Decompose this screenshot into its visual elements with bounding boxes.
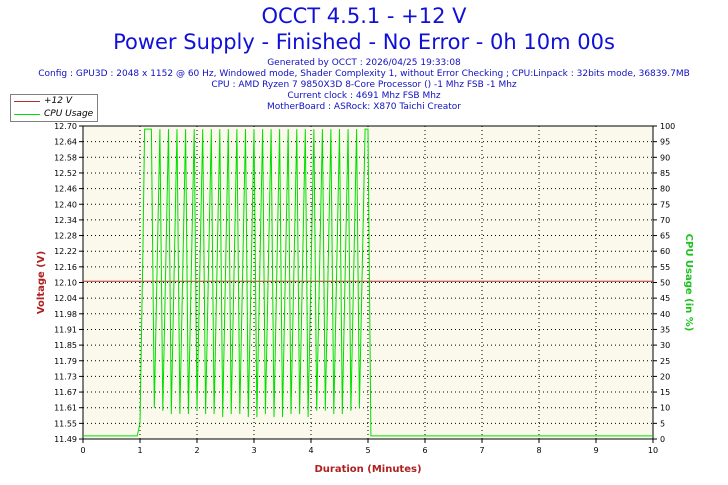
x-tick-label: 5 [365, 446, 370, 455]
legend-entry-cpu: CPU Usage [11, 108, 97, 121]
info-motherboard: MotherBoard : ASRock: X870 Taichi Creato… [266, 102, 462, 112]
y2-tick-label: 80 [660, 185, 670, 194]
y-tick-label: 11.79 [54, 357, 77, 366]
y-tick-label: 12.58 [54, 153, 77, 162]
y-tick-label: 12.10 [54, 279, 77, 288]
y2-tick-label: 5 [660, 419, 665, 428]
y-tick-label: 12.52 [54, 169, 77, 178]
chart-subtitle: Power Supply - Finished - No Error - 0h … [113, 30, 615, 54]
y-tick-label: 11.85 [54, 341, 77, 350]
y2-tick-label: 65 [660, 232, 670, 241]
x-tick-label: 8 [536, 446, 541, 455]
chart-title: OCCT 4.5.1 - +12 V [261, 4, 467, 28]
y2-tick-label: 10 [660, 404, 670, 413]
y2-tick-label: 35 [660, 325, 670, 334]
y-tick-label: 12.04 [54, 294, 77, 303]
y-tick-label: 11.73 [54, 372, 77, 381]
y2-tick-label: 85 [660, 169, 670, 178]
x-tick-label: 6 [422, 446, 427, 455]
x-tick-label: 3 [251, 446, 256, 455]
x-tick-label: 10 [648, 446, 658, 455]
y2-tick-label: 20 [660, 372, 670, 381]
y-tick-label: 12.28 [54, 232, 77, 241]
x-tick-label: 9 [593, 446, 598, 455]
x-tick-label: 4 [308, 446, 313, 455]
y2-tick-label: 60 [660, 247, 670, 256]
x-tick-label: 7 [479, 446, 484, 455]
y-tick-label: 12.40 [54, 200, 77, 209]
y2-axis-label: CPU Usage (in %) [683, 234, 694, 332]
y2-tick-label: 15 [660, 388, 670, 397]
legend-swatch-cpu [14, 114, 40, 115]
y-tick-label: 11.61 [54, 404, 77, 413]
y-tick-label: 12.70 [54, 122, 77, 131]
plot-frame [82, 125, 654, 440]
y-axis-label: Voltage (V) [36, 251, 47, 314]
y-tick-label: 12.16 [54, 263, 77, 272]
y2-tick-label: 40 [660, 310, 670, 319]
info-config: Config : GPU3D : 2048 x 1152 @ 60 Hz, Wi… [38, 69, 690, 79]
y-tick-label: 12.64 [54, 138, 77, 147]
x-axis-label: Duration (Minutes) [314, 464, 421, 475]
y-tick-label: 11.98 [54, 310, 77, 319]
info-generated: Generated by OCCT : 2026/04/25 19:33:08 [267, 58, 461, 68]
legend-swatch-voltage [14, 101, 40, 102]
y2-tick-label: 0 [660, 435, 665, 444]
y2-tick-label: 55 [660, 263, 670, 272]
x-tick-label: 2 [194, 446, 199, 455]
y2-tick-label: 90 [660, 153, 670, 162]
y2-tick-label: 95 [660, 138, 670, 147]
y2-tick-label: 100 [660, 122, 675, 131]
y2-tick-label: 70 [660, 216, 670, 225]
x-tick-label: 0 [80, 446, 85, 455]
y-tick-label: 12.22 [54, 247, 77, 256]
info-cpu: CPU : AMD Ryzen 7 9850X3D 8-Core Process… [211, 80, 517, 90]
y2-tick-label: 25 [660, 357, 670, 366]
y-tick-label: 12.46 [54, 185, 77, 194]
series-line-cpu [83, 128, 653, 437]
y-tick-label: 12.34 [54, 216, 77, 225]
y2-tick-label: 50 [660, 279, 670, 288]
info-clock: Current clock : 4691 Mhz FSB Mhz [287, 91, 441, 101]
legend-label-voltage: +12 V [44, 96, 73, 106]
y2-tick-label: 30 [660, 341, 670, 350]
y2-tick-label: 45 [660, 294, 670, 303]
legend-entry-voltage: +12 V [11, 95, 97, 108]
y-tick-label: 11.67 [54, 388, 77, 397]
x-tick-label: 1 [137, 446, 142, 455]
legend: +12 V CPU Usage [10, 94, 98, 122]
y-tick-label: 11.55 [54, 419, 77, 428]
legend-label-cpu: CPU Usage [44, 109, 94, 119]
y-tick-label: 11.91 [54, 325, 77, 334]
y2-tick-label: 75 [660, 200, 670, 209]
y-tick-label: 11.49 [54, 435, 77, 444]
